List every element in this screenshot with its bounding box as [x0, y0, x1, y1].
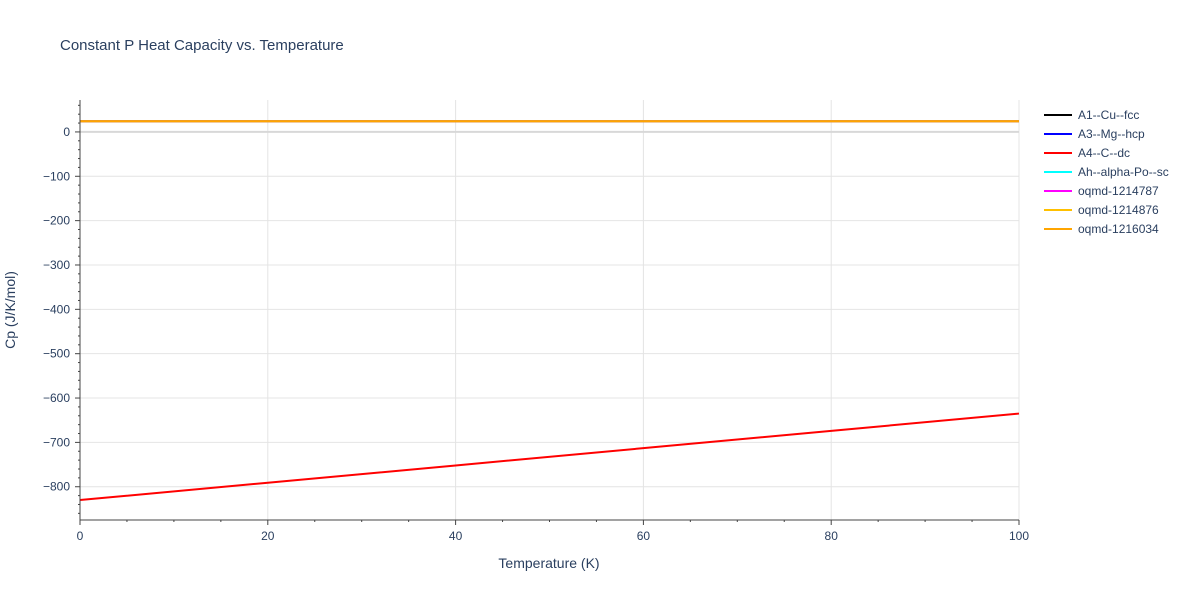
y-tick-label: −800: [43, 480, 70, 494]
legend-item[interactable]: oqmd-1216034: [1044, 222, 1159, 236]
legend-item[interactable]: Ah--alpha-Po--sc: [1044, 165, 1169, 179]
grid: [80, 100, 1020, 520]
legend-label: oqmd-1216034: [1078, 222, 1159, 236]
y-tick-label: 0: [63, 125, 70, 139]
chart-title: Constant P Heat Capacity vs. Temperature: [60, 37, 344, 54]
y-tick-label: −500: [43, 347, 70, 361]
x-tick-label: 20: [261, 529, 275, 543]
y-tick-label: −100: [43, 169, 70, 183]
legend-item[interactable]: oqmd-1214787: [1044, 184, 1159, 198]
legend-label: oqmd-1214876: [1078, 203, 1159, 217]
x-tick-label: 80: [825, 529, 839, 543]
legend-item[interactable]: A1--Cu--fcc: [1044, 108, 1139, 122]
y-tick-label: −400: [43, 302, 70, 316]
x-tick-label: 100: [1009, 529, 1029, 543]
legend[interactable]: A1--Cu--fcc A3--Mg--hcp A4--C--dc Ah--alpha…: [1044, 108, 1169, 236]
x-tick-label: 0: [77, 529, 84, 543]
series-line: [79, 412, 1020, 502]
y-tick-label: −300: [43, 258, 70, 272]
y-tick-label: −700: [43, 435, 70, 449]
x-tick-label: 40: [449, 529, 463, 543]
legend-item[interactable]: A4--C--dc: [1044, 146, 1130, 160]
y-axis-title: Cp (J/K/mol): [2, 271, 18, 349]
legend-item[interactable]: oqmd-1214876: [1044, 203, 1159, 217]
x-tick-label: 60: [637, 529, 651, 543]
axes: 0 20 40 60 80 100 0 −100 −200 −300 −400 −500 −600 −70…: [43, 100, 1029, 543]
y-tick-label: −600: [43, 391, 70, 405]
legend-label: Ah--alpha-Po--sc: [1078, 165, 1169, 179]
x-axis-title: Temperature (K): [498, 555, 599, 571]
legend-item[interactable]: A3--Mg--hcp: [1044, 127, 1145, 141]
y-tick-label: −200: [43, 214, 70, 228]
plot-series: [79, 120, 1020, 502]
legend-label: oqmd-1214787: [1078, 184, 1159, 198]
legend-label: A3--Mg--hcp: [1078, 127, 1145, 141]
legend-label: A1--Cu--fcc: [1078, 108, 1139, 122]
legend-label: A4--C--dc: [1078, 146, 1130, 160]
